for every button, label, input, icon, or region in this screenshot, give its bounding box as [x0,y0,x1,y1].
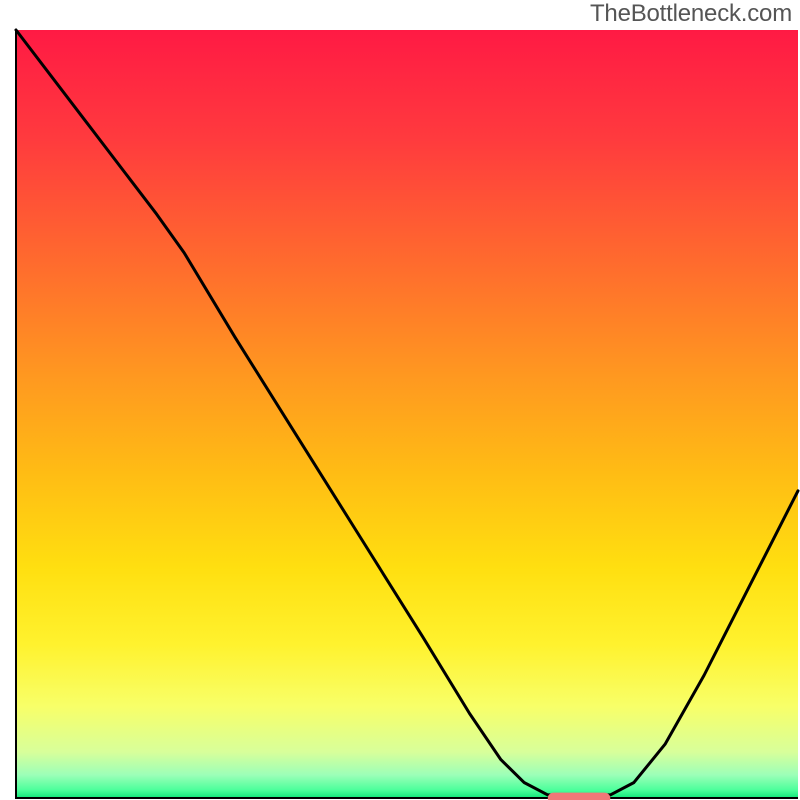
chart-container: TheBottleneck.com [0,0,800,800]
gradient-background [16,30,798,798]
chart-svg [0,0,800,800]
optimal-marker [548,793,611,800]
